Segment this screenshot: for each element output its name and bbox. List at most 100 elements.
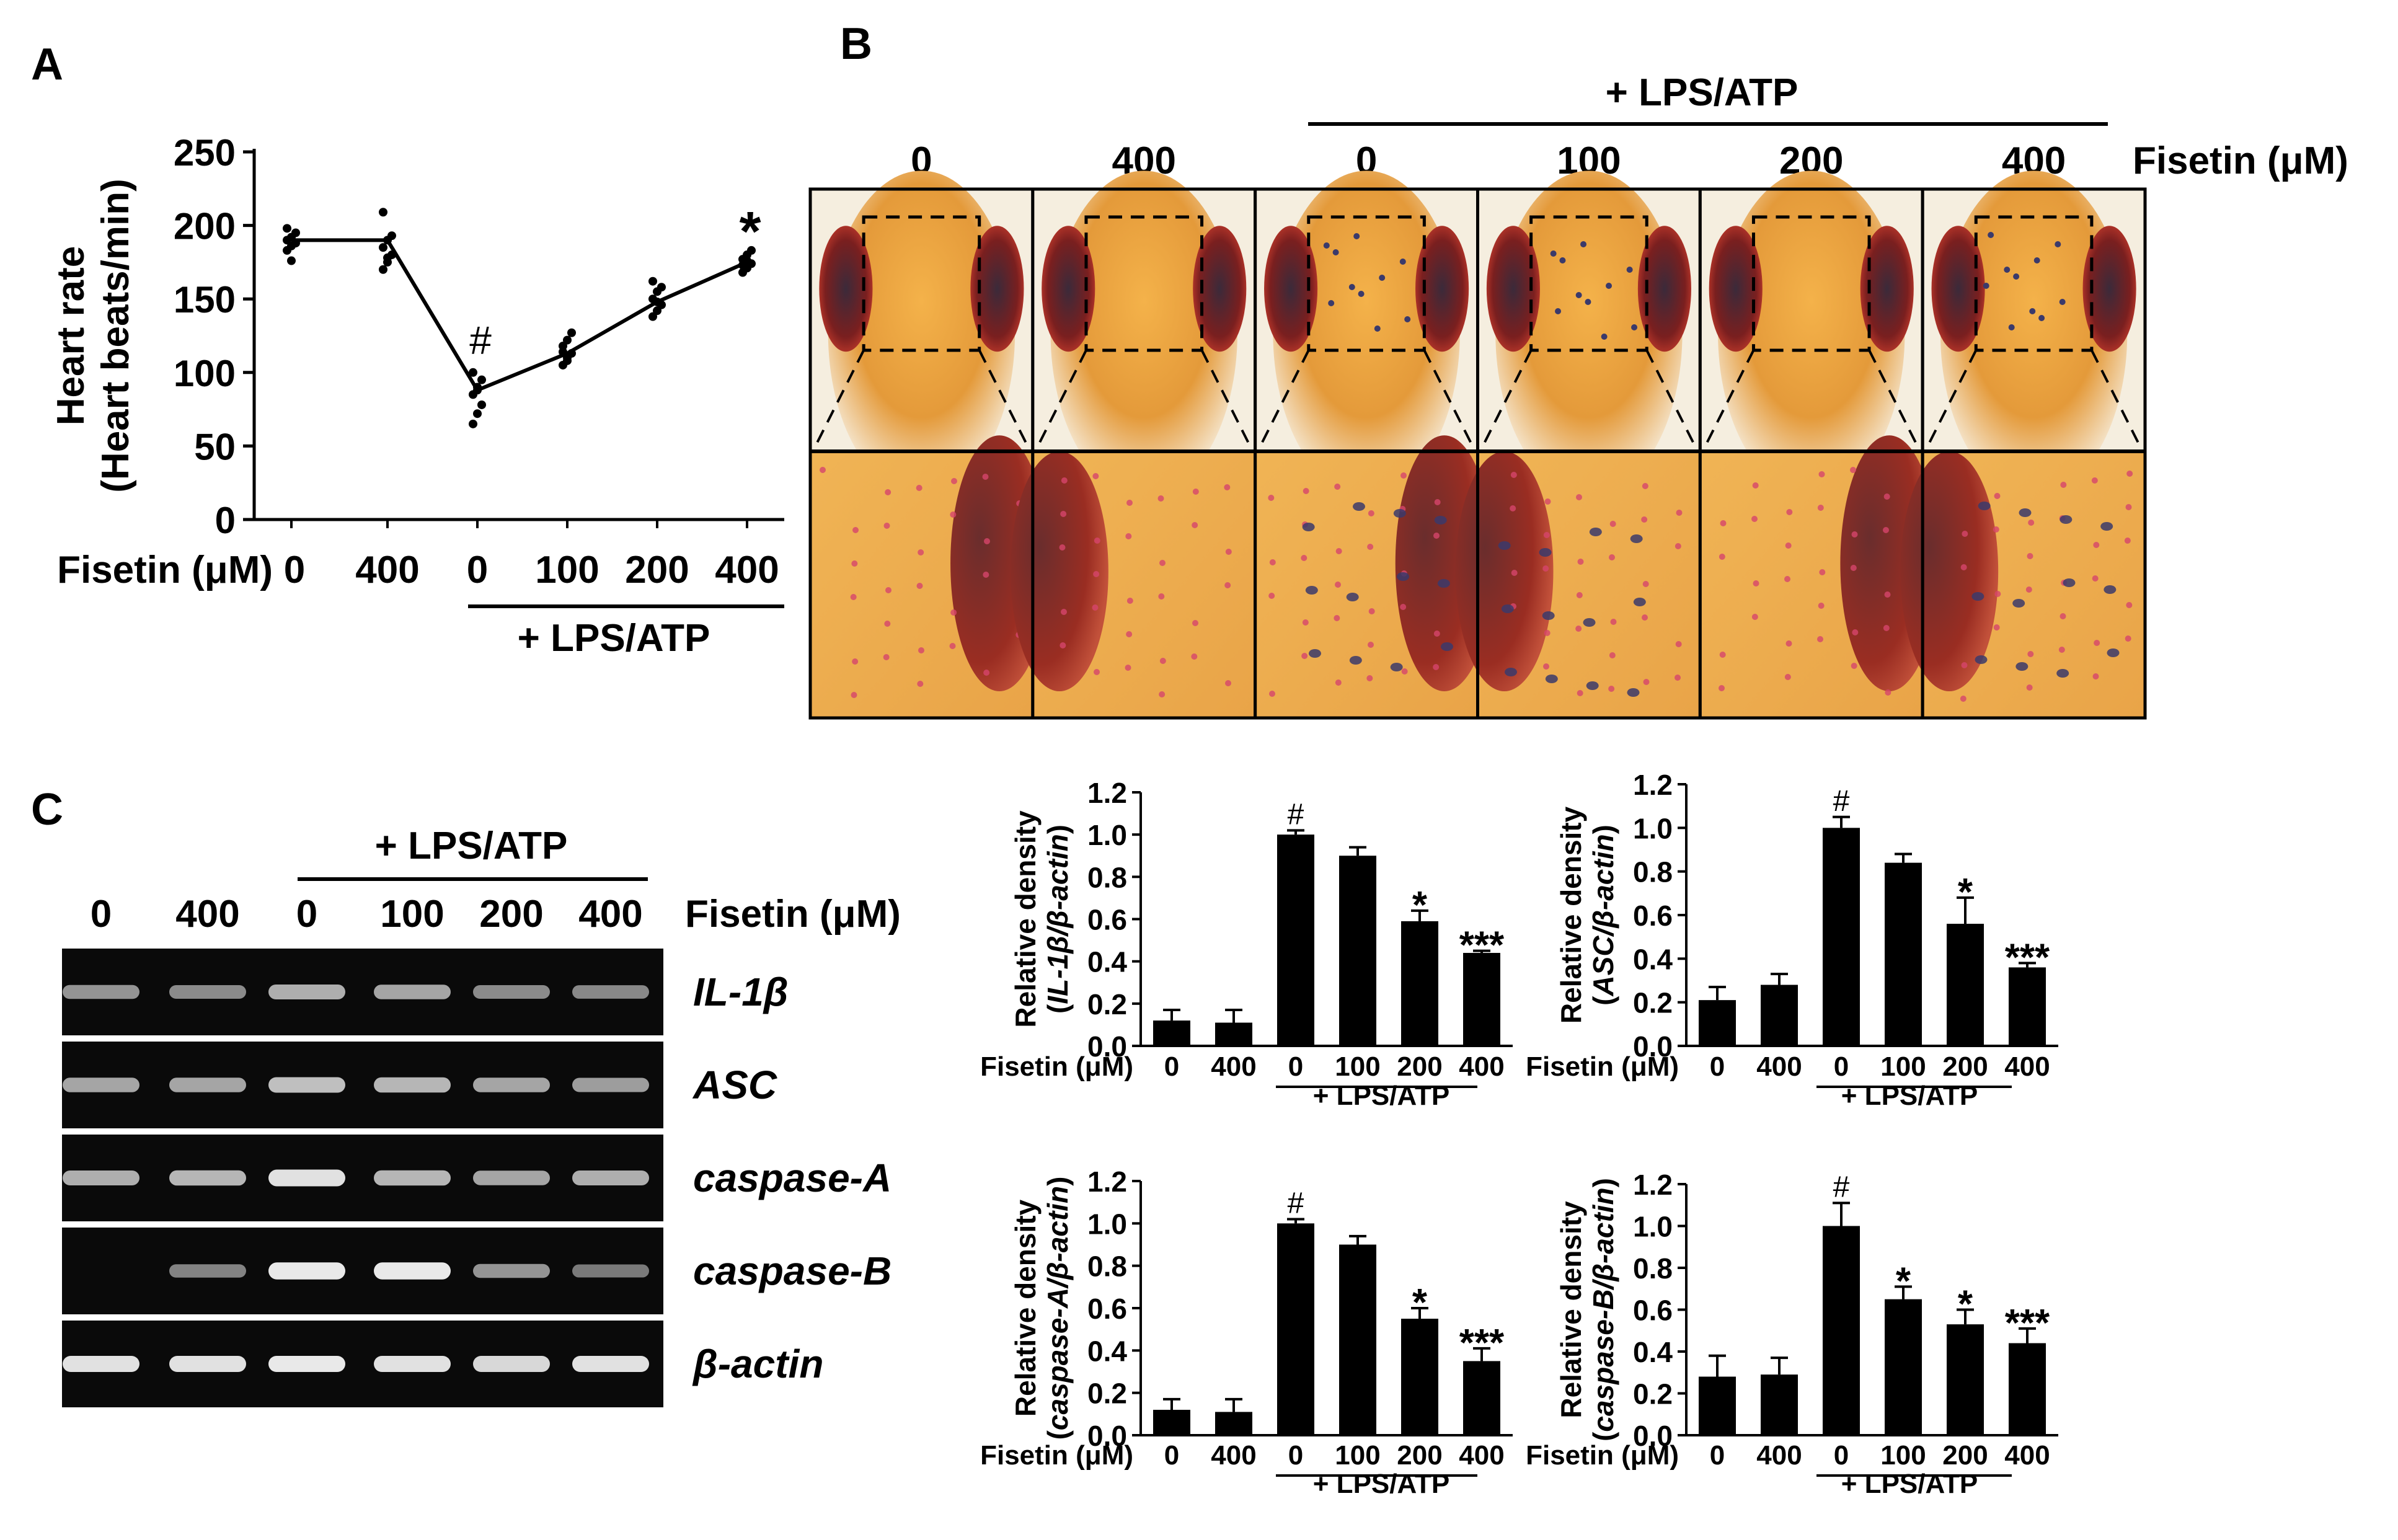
stain-speckle [917, 681, 924, 687]
stain-speckle [2025, 586, 2032, 593]
stain-speckle [983, 572, 989, 578]
stain-speckle [1851, 531, 1858, 538]
dark-stained-spot [1399, 259, 1406, 265]
y-tick-label: 0.4 [1633, 943, 1673, 975]
data-point [567, 328, 576, 337]
ratio-label: ASC/β-actin [1587, 834, 1619, 996]
dark-stained-spot [1631, 324, 1638, 330]
stain-speckle [820, 467, 826, 473]
dark-stained-spot [1501, 604, 1514, 613]
gel-band [572, 1264, 649, 1278]
stain-speckle [1675, 641, 1682, 647]
zoom-guide [2091, 350, 2144, 452]
gel-band [572, 1356, 649, 1372]
stain-speckle [1061, 477, 1068, 484]
gel-lane-label: 200 [479, 893, 543, 936]
series-line [291, 238, 748, 393]
stain-speckle [982, 474, 989, 480]
data-point [567, 348, 576, 358]
dark-stained-spot [2060, 515, 2073, 524]
dark-stained-spot [1539, 548, 1552, 557]
paren-open: ( [1042, 1430, 1074, 1440]
zoom-guide [1479, 350, 1533, 452]
stain-speckle [1192, 522, 1198, 528]
paren-open: ( [1042, 1004, 1074, 1014]
zebrafish-head-image [1900, 170, 2147, 720]
bar [1823, 828, 1860, 1046]
gel-row [62, 1321, 663, 1407]
gel-band [63, 985, 139, 999]
stain-speckle [1543, 532, 1550, 538]
dark-stained-spot [1575, 292, 1582, 298]
stain-speckle [1061, 609, 1067, 615]
stain-speckle [1884, 591, 1891, 598]
dark-stained-spot [1627, 688, 1640, 697]
eye [970, 226, 1024, 352]
bar-chart-IL-1β: 0.0 0.2 0.4 0.6 0.8 1.0 1.2 Relative density (IL… [980, 777, 1513, 1111]
inset-box [862, 215, 981, 352]
stain-speckle [918, 549, 924, 555]
y-tick-label: 250 [174, 132, 236, 174]
zoom-guide [1645, 350, 1699, 452]
y-tick-label: 1.2 [1087, 777, 1127, 809]
stain-speckle [1334, 615, 1340, 621]
data-point [743, 256, 751, 265]
stain-speckle [1125, 665, 1131, 671]
gene-label: IL-1β [693, 970, 789, 1014]
stain-speckle [1510, 472, 1517, 478]
bar [2009, 1343, 2046, 1435]
x-tick-label: 100 [535, 549, 599, 591]
dark-stained-spot [1305, 586, 1318, 595]
inset-box [1751, 215, 1871, 352]
stain-speckle [1720, 520, 1727, 526]
bar [1277, 1223, 1314, 1435]
panel-c-fisetin-label: Fisetin (μM) [685, 893, 901, 936]
y-tick-label: 0.0 [1633, 1030, 1673, 1063]
y-tick-label: 0.0 [1087, 1420, 1127, 1452]
stain-speckle [916, 485, 922, 491]
gel-band [374, 1170, 451, 1186]
data-point [747, 246, 756, 255]
zebrafish-head-image [1254, 170, 1493, 720]
stain-speckle [1094, 538, 1100, 544]
stain-speckle [1224, 484, 1231, 490]
gel-band [473, 1356, 550, 1372]
stain-speckle [1543, 663, 1549, 670]
paren-open: ( [1587, 1432, 1619, 1441]
y-tick-label: 0.4 [1087, 946, 1127, 978]
x-tick-label: 400 [1459, 1440, 1504, 1471]
stain-speckle [1786, 509, 1793, 515]
x-tick-label: 200 [1942, 1440, 1988, 1471]
eye [1193, 226, 1247, 352]
stain-speckle [883, 654, 890, 660]
panel-b-fisetin-label: Fisetin (μM) [2133, 139, 2348, 182]
data-point [657, 283, 666, 292]
stain-speckle [1268, 593, 1275, 599]
x-tick-label: 0 [1710, 1051, 1725, 1082]
dark-stained-spot [1328, 300, 1335, 306]
gel-band [63, 1356, 139, 1372]
dark-stained-spot [1589, 528, 1602, 536]
inset-box [1974, 215, 2094, 352]
gel-row [62, 1228, 663, 1314]
significance-mark: # [1833, 785, 1850, 818]
stain-speckle [1610, 619, 1617, 625]
gel-row [62, 949, 663, 1035]
stain-speckle [950, 511, 957, 518]
panel-label-a: A [31, 40, 63, 89]
y-axis-label-group: Heart rate (Heart beats/min) [50, 179, 137, 492]
dark-stained-spot [1441, 642, 1453, 651]
gel-band [374, 1077, 451, 1093]
stain-speckle [1784, 576, 1790, 582]
stain-speckle [1961, 662, 1968, 668]
eye [2082, 226, 2136, 352]
bar [1339, 856, 1376, 1046]
dark-stained-spot [1348, 284, 1355, 290]
y-tick-label: 0.6 [1087, 904, 1127, 936]
dark-stained-spot [1626, 267, 1633, 273]
gel-band [374, 985, 451, 999]
stain-speckle [1094, 669, 1100, 675]
y-tick-label: 0.8 [1633, 856, 1673, 888]
stain-speckle [983, 670, 990, 676]
